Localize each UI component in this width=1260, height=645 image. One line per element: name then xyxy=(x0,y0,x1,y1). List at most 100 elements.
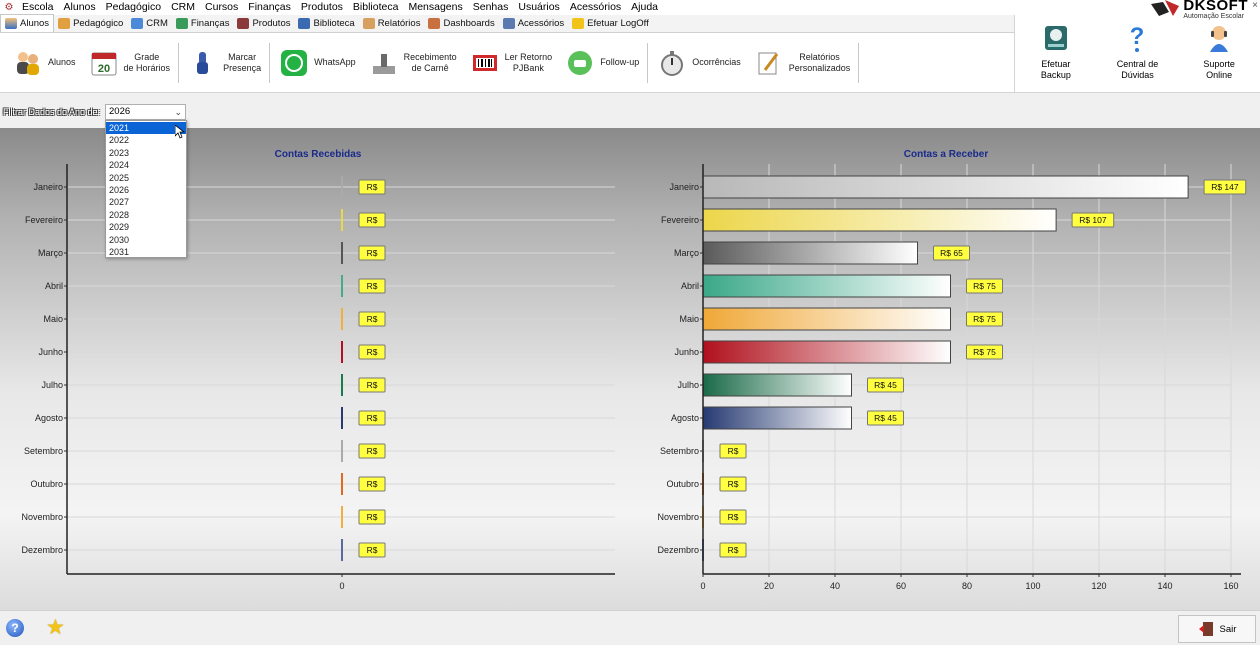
data-label-box xyxy=(358,245,386,261)
year-option[interactable]: 2024 xyxy=(109,160,130,171)
tab-logoff[interactable]: Efetuar LogOff xyxy=(568,15,653,32)
data-label-box xyxy=(933,245,970,261)
tab-crm[interactable]: CRM xyxy=(127,15,172,32)
efetuar-backup-button[interactable]: Efetuar Backup xyxy=(1019,21,1093,81)
follow-up-button[interactable]: Follow-up xyxy=(558,35,645,91)
menu-item-mensagens[interactable]: Mensagens xyxy=(408,1,463,13)
tab-bar: Alunos Pedagógico CRM Finanças Produtos … xyxy=(0,14,1260,33)
year-option[interactable]: 2021 xyxy=(106,122,186,135)
marcar-presenca-button[interactable]: Marcar Presença xyxy=(181,35,267,91)
brand-name: DKSOFT xyxy=(1183,0,1248,14)
tab-pedagogico[interactable]: Pedagógico xyxy=(54,15,127,32)
tab-financas[interactable]: Finanças xyxy=(172,15,234,32)
bar xyxy=(702,241,918,265)
year-select[interactable]: 2026 ⌄ xyxy=(105,104,186,120)
data-label: R$ xyxy=(367,347,378,357)
menu-item-produtos[interactable]: Produtos xyxy=(300,1,343,13)
menu-item-crm[interactable]: CRM xyxy=(171,1,196,13)
year-option[interactable]: 2026 xyxy=(109,184,130,195)
tab-label: Alunos xyxy=(20,18,50,29)
data-label-box xyxy=(719,476,747,492)
menu-item-escola[interactable]: Escola xyxy=(22,1,54,13)
data-label-box xyxy=(358,509,386,525)
y-tick-label: Agosto xyxy=(671,413,699,423)
suporte-online-button[interactable]: Suporte Online xyxy=(1182,21,1256,81)
year-option[interactable]: 2028 xyxy=(109,209,130,220)
recebimento-carne-button[interactable]: Recebimento de Carnê xyxy=(362,35,463,91)
whatsapp-icon xyxy=(278,47,310,79)
bar xyxy=(341,539,343,561)
menu-item-alunos[interactable]: Alunos xyxy=(63,1,96,13)
menu-item-usuarios[interactable]: Usuários xyxy=(518,1,560,13)
grade-horarios-button[interactable]: 20 Grade de Horários xyxy=(82,35,177,91)
toolbar-separator xyxy=(178,42,180,83)
close-icon[interactable]: × xyxy=(1252,0,1258,11)
data-label-box xyxy=(358,344,386,360)
data-label-box xyxy=(867,410,904,426)
ler-retorno-pjbank-label: Ler Retorno PJBank xyxy=(504,51,553,73)
toolbar-separator xyxy=(858,42,860,83)
whatsapp-button[interactable]: WhatsApp xyxy=(272,35,362,91)
data-label: R$ xyxy=(728,479,739,489)
tab-acessorios[interactable]: Acessórios xyxy=(499,15,568,32)
tab-produtos[interactable]: Produtos xyxy=(233,15,294,32)
data-label: R$ 45 xyxy=(874,413,897,423)
year-select-value: 2026 xyxy=(109,106,131,117)
filter-bar: Filtrar Dados do Ano de: 2026 ⌄ xyxy=(0,94,1260,128)
year-option[interactable]: 2031 xyxy=(109,246,130,257)
tab-alunos[interactable]: Alunos xyxy=(0,14,55,32)
tab-dashboards[interactable]: Dashboards xyxy=(424,15,498,32)
stopwatch-icon xyxy=(656,47,688,79)
alunos-button[interactable]: Alunos xyxy=(0,35,82,91)
exit-door-icon xyxy=(1198,622,1213,636)
year-option[interactable]: 2029 xyxy=(109,222,130,233)
year-option[interactable]: 2022 xyxy=(109,135,130,146)
data-label: R$ xyxy=(367,413,378,423)
central-duvidas-button[interactable]: ? Central de Dúvidas xyxy=(1100,21,1174,81)
x-tick-label: 80 xyxy=(962,581,972,591)
tab-label: Efetuar LogOff xyxy=(587,18,649,29)
year-option[interactable]: 2030 xyxy=(109,234,130,245)
chart-title: Contas Recebidas xyxy=(275,149,362,160)
follow-up-label: Follow-up xyxy=(600,57,640,67)
menu-item-cursos[interactable]: Cursos xyxy=(205,1,239,13)
year-option[interactable]: 2023 xyxy=(109,147,130,158)
x-tick-label: 40 xyxy=(830,581,840,591)
y-tick-label: Dezembro xyxy=(21,545,63,555)
y-tick-label: Abril xyxy=(45,281,63,291)
bar xyxy=(702,340,951,364)
tab-label: Acessórios xyxy=(517,18,565,29)
tab-biblioteca[interactable]: Biblioteca xyxy=(294,15,358,32)
year-dropdown-list[interactable]: 2021 2022 2023 2024 2025 2026 2027 2028 … xyxy=(105,120,187,258)
y-tick-label: Junho xyxy=(674,347,699,357)
menu-item-acessorios[interactable]: Acessórios xyxy=(569,1,622,13)
menu-item-financas[interactable]: Finanças xyxy=(248,1,291,13)
y-tick-label: Maio xyxy=(679,314,699,324)
year-option[interactable]: 2025 xyxy=(109,172,130,183)
exit-button[interactable]: Sair xyxy=(1178,615,1256,643)
menu-item-biblioteca[interactable]: Biblioteca xyxy=(352,1,399,13)
bar xyxy=(702,307,951,331)
data-label-box xyxy=(966,311,1003,327)
ocorrencias-label: Ocorrências xyxy=(692,57,741,67)
menu-item-senhas[interactable]: Senhas xyxy=(472,1,509,13)
relatorios-personalizados-button[interactable]: Relatórios Personalizados xyxy=(747,35,857,91)
menu-item-pedagogico[interactable]: Pedagógico xyxy=(105,1,162,13)
year-option[interactable]: 2027 xyxy=(109,197,130,208)
ocorrencias-button[interactable]: Ocorrências xyxy=(650,35,747,91)
tab-label: Relatórios xyxy=(377,18,421,29)
data-label: R$ xyxy=(728,446,739,456)
support-agent-icon xyxy=(1204,21,1234,55)
menu-item-ajuda[interactable]: Ajuda xyxy=(631,1,659,13)
data-label-box xyxy=(966,344,1003,360)
book-icon xyxy=(58,18,71,29)
brand-mark-icon xyxy=(1149,0,1183,18)
ler-retorno-pjbank-button[interactable]: Ler Retorno PJBank xyxy=(463,35,559,91)
y-tick-label: Outubro xyxy=(666,479,699,489)
help-icon[interactable]: ? xyxy=(6,619,24,637)
x-tick-label: 120 xyxy=(1091,581,1106,591)
tab-label: CRM xyxy=(146,18,168,29)
star-icon[interactable]: ★ xyxy=(46,616,65,639)
tab-relatorios[interactable]: Relatórios xyxy=(359,15,425,32)
bar xyxy=(702,208,1057,232)
